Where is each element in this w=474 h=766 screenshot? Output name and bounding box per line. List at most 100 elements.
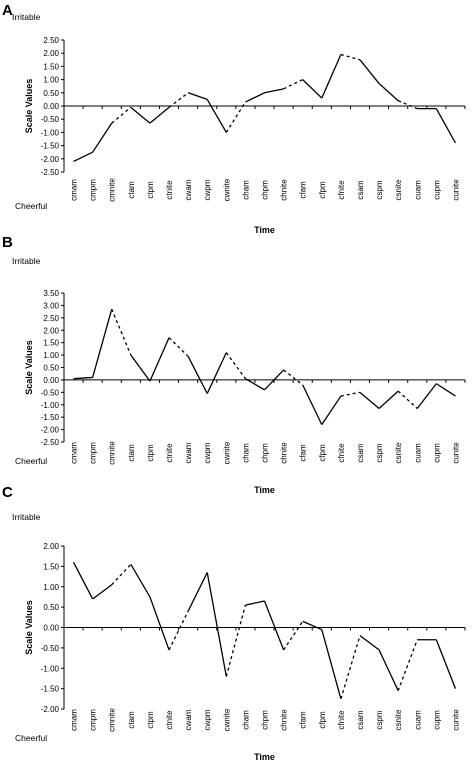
x-tick-label: cmnite — [108, 178, 117, 202]
y-tick-label: 1.50 — [43, 562, 59, 571]
irritable-label: Irritable — [12, 12, 41, 22]
x-tick-label: ctam — [127, 711, 136, 729]
y-tick-label: 2.00 — [43, 49, 59, 58]
series-segment — [187, 572, 208, 612]
x-tick-label: cwam — [184, 709, 193, 730]
series-segment — [111, 106, 132, 124]
series-segment — [302, 384, 323, 425]
series-segment — [130, 354, 151, 382]
panel-letter: C — [2, 484, 13, 501]
x-tick-label: ctpm — [146, 444, 155, 462]
x-tick-label: csam — [356, 443, 365, 462]
series-segment — [72, 561, 94, 600]
y-tick-label: 0.50 — [43, 364, 59, 373]
x-tick-label: cmpm — [89, 709, 98, 731]
series-segment — [321, 54, 342, 99]
series-segment — [245, 600, 265, 606]
series-segment — [340, 53, 361, 61]
series-segment — [187, 356, 208, 394]
series-segment — [321, 395, 342, 425]
series-segment — [397, 390, 418, 409]
series-segment — [111, 308, 132, 356]
y-tick-label: 2.50 — [43, 36, 59, 45]
y-tick-label: 1.50 — [43, 339, 59, 348]
x-tick-label: cfnite — [337, 710, 346, 730]
x-tick-label: chnite — [280, 442, 289, 464]
series-segment — [359, 635, 380, 651]
y-tick-label: -2.50 — [41, 438, 60, 447]
x-axis-title: Time — [254, 485, 275, 495]
x-tick-label: csam — [356, 180, 365, 199]
y-tick-label: 1.00 — [43, 351, 59, 360]
chart-panel-B: B Irritable Cheerful 3.50 3.00 2.50 2.00 1.50 1.… — [2, 234, 466, 495]
x-tick-label: cupm — [432, 443, 441, 463]
chart-panel-C: C Irritable Cheerful 2.00 1.50 1.00 0.50 0.00 -0… — [2, 484, 466, 762]
series-segment — [416, 383, 437, 409]
x-tick-label: chpm — [261, 710, 270, 730]
x-tick-label: chpm — [261, 180, 270, 200]
panel-letter: B — [2, 234, 13, 251]
series-segment — [436, 383, 456, 397]
x-tick-label: ctnite — [165, 710, 174, 730]
series-segment — [397, 639, 418, 691]
series-segment — [111, 563, 132, 586]
cheerful-label: Cheerful — [15, 201, 47, 211]
x-tick-label: csnite — [394, 709, 403, 730]
series-segment — [359, 391, 380, 409]
series-segment — [225, 604, 247, 677]
series-segment — [321, 629, 342, 699]
y-tick-label: 2.00 — [43, 326, 59, 335]
y-axis-title: Scale Values — [24, 340, 34, 395]
x-tick-label: cwpm — [203, 442, 212, 463]
series-segment — [245, 378, 265, 391]
x-tick-label: cfam — [299, 711, 308, 729]
y-tick-label: -1.50 — [41, 142, 60, 151]
x-tick-label: cuam — [413, 710, 422, 730]
x-tick-label: cspm — [375, 180, 384, 199]
y-tick-label: 1.00 — [43, 583, 59, 592]
y-tick-label: -2.00 — [41, 705, 60, 714]
y-tick-label: 0.00 — [43, 624, 59, 633]
y-tick-label: -0.50 — [41, 388, 60, 397]
y-tick-label: -2.00 — [41, 155, 60, 164]
x-tick-label: ctnite — [165, 443, 174, 463]
panel-letter: A — [2, 2, 13, 19]
x-tick-label: csnite — [394, 442, 403, 463]
series-segment — [283, 79, 303, 90]
x-tick-label: cfpm — [318, 181, 327, 199]
series-segment — [92, 584, 113, 600]
series-segment — [245, 92, 265, 103]
x-tick-label: ctam — [127, 444, 136, 462]
x-tick-label: cwpm — [203, 179, 212, 200]
series-segment — [225, 352, 246, 380]
x-tick-label: ctam — [127, 181, 136, 199]
x-tick-label: cmam — [70, 709, 79, 731]
series-segment — [359, 59, 380, 84]
series-segment — [264, 369, 285, 391]
y-tick-label: 0.50 — [43, 89, 59, 98]
x-tick-label: cspm — [375, 710, 384, 729]
series-segment — [149, 337, 170, 382]
series-segment — [378, 649, 399, 691]
x-tick-label: chnite — [280, 179, 289, 201]
series-segment — [340, 635, 361, 700]
series-segment — [340, 391, 361, 397]
x-tick-label: cfnite — [337, 180, 346, 200]
chart-panel-A: A Irritable Cheerful 2.50 2.00 1.50 1.00 0.50 0.… — [2, 2, 466, 235]
x-tick-label: cmam — [70, 442, 79, 464]
y-tick-label: -1.00 — [41, 128, 60, 137]
x-tick-label: csam — [356, 710, 365, 729]
irritable-label: Irritable — [12, 256, 41, 266]
series-segment — [149, 106, 170, 124]
x-tick-label: cfam — [299, 444, 308, 462]
cheerful-label: Cheerful — [15, 456, 47, 466]
x-tick-label: cwnite — [222, 441, 231, 464]
x-tick-label: cfnite — [337, 443, 346, 463]
series-segment — [168, 92, 189, 108]
x-tick-label: cuam — [413, 180, 422, 200]
irritable-label: Irritable — [12, 512, 41, 522]
y-tick-label: 1.50 — [43, 62, 59, 71]
y-tick-label: 1.00 — [43, 76, 59, 85]
x-tick-label: cuam — [413, 443, 422, 463]
